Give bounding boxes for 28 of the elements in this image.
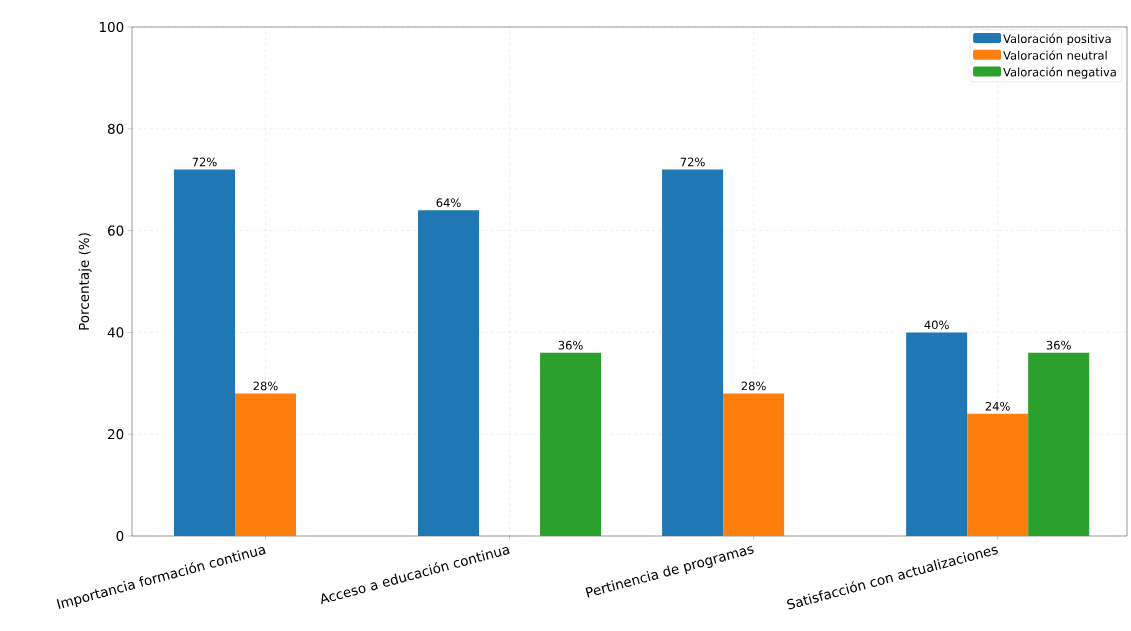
bar [173,169,235,536]
y-tick-label: 100 [99,21,124,33]
bar [662,169,724,536]
data-label: 64% [436,198,461,208]
y-tick-label: 0 [116,530,124,542]
legend-label: Valoración neutral [1003,50,1107,60]
bar [418,210,480,536]
bar [723,393,785,536]
y-tick-label: 60 [107,225,124,236]
data-label: 28% [741,381,766,391]
bar [540,352,602,536]
data-label: 24% [985,401,1010,411]
data-label: 72% [192,157,217,167]
bar [967,413,1029,536]
y-tick-label: 20 [108,429,124,440]
data-label: 36% [1046,340,1071,350]
y-tick-label: 40 [107,327,124,338]
data-label: 36% [558,340,583,350]
y-axis-title: Porcentaje (%) [78,233,92,330]
data-label: 72% [680,157,705,167]
data-label: 28% [253,381,278,391]
legend-label: Valoración positiva [1003,33,1111,46]
y-tick-label: 80 [107,123,124,134]
data-label: 40% [924,320,949,330]
bar [234,393,297,536]
legend-label: Valoración negativa [1003,67,1116,79]
bar [906,332,968,536]
bar [1028,352,1090,536]
